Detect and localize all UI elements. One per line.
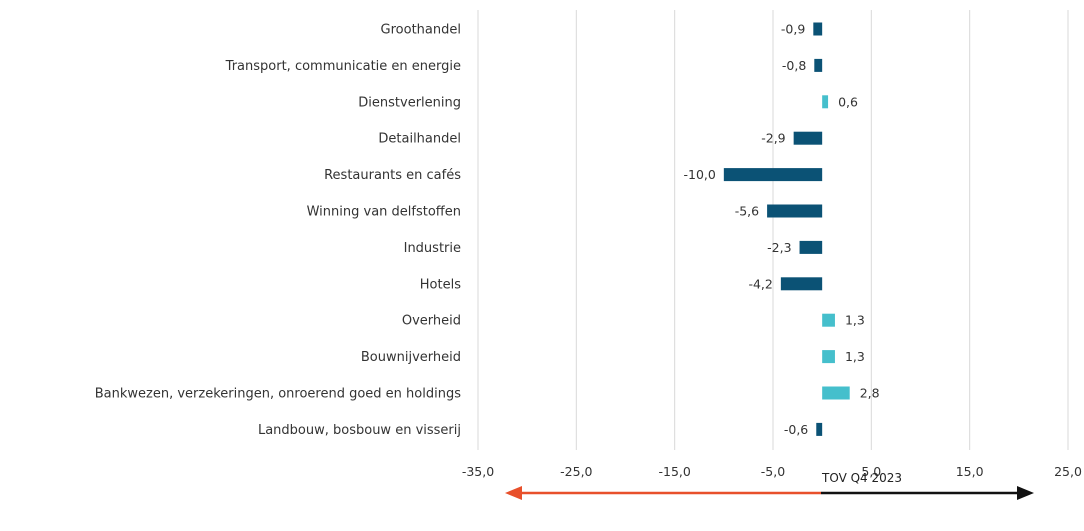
value-labels: -0,9 -0,8 0,6 -2,9 -10,0 -5,6 -2,3 -4,2 1,3 1,3 2,…: [683, 22, 879, 437]
bar: [799, 240, 823, 254]
category-label: Groothandel: [381, 23, 461, 38]
category-label: Hotels: [420, 277, 461, 292]
value-label: -2,9: [761, 131, 785, 146]
value-label: 0,6: [838, 94, 858, 109]
bar: [822, 386, 850, 400]
bar: [767, 204, 823, 218]
category-label: Overheid: [402, 314, 461, 329]
value-label: -5,6: [735, 204, 759, 219]
gridlines: [477, 10, 1069, 450]
category-label: Landbouw, bosbouw en visserij: [258, 423, 461, 438]
x-tick-label: -25,0: [560, 464, 592, 479]
value-label: -0,6: [784, 422, 808, 437]
value-label: -2,3: [767, 240, 791, 255]
category-label: Detailhandel: [378, 132, 461, 147]
x-tick-label: 15,0: [956, 464, 984, 479]
category-label: Dienstverlening: [358, 95, 461, 110]
bar: [822, 350, 835, 364]
x-axis-ticks: -35,0 -25,0 -15,0 -5,0 5,0 15,0 25,0: [462, 464, 1082, 479]
bars: [723, 22, 850, 436]
category-label: Bouwnijverheid: [361, 350, 461, 365]
category-label: Winning van delfstoffen: [307, 205, 461, 220]
value-label: -4,2: [748, 276, 772, 291]
bar: [813, 22, 823, 36]
bar: [723, 168, 823, 182]
category-label: Bankwezen, verzekeringen, onroerend goed…: [95, 387, 461, 402]
x-tick-label: 25,0: [1054, 464, 1082, 479]
x-tick-label: 5,0: [861, 464, 881, 479]
category-label: Industrie: [404, 241, 461, 256]
arrow-right-head: [1017, 486, 1034, 500]
direction-arrows: TOV Q4 2023: [505, 471, 1034, 500]
value-label: 1,3: [845, 313, 865, 328]
annotation-label: TOV Q4 2023: [821, 471, 902, 485]
bar: [814, 58, 823, 72]
category-label: Transport, communicatie en energie: [225, 59, 461, 74]
category-label: Restaurants en cafés: [324, 168, 461, 183]
bar: [822, 313, 835, 327]
bar: [816, 422, 823, 436]
value-label: -0,8: [782, 58, 806, 73]
bar: [822, 95, 829, 109]
value-label: 2,8: [860, 386, 880, 401]
value-label: 1,3: [845, 349, 865, 364]
arrow-left-head: [505, 486, 522, 500]
category-labels: Groothandel Transport, communicatie en en…: [95, 23, 461, 438]
x-tick-label: -35,0: [462, 464, 494, 479]
value-label: -10,0: [683, 167, 715, 182]
bar: [793, 131, 823, 145]
x-tick-label: -5,0: [761, 464, 785, 479]
bar: [780, 277, 823, 291]
x-tick-label: -15,0: [658, 464, 690, 479]
value-label: -0,9: [781, 22, 805, 37]
